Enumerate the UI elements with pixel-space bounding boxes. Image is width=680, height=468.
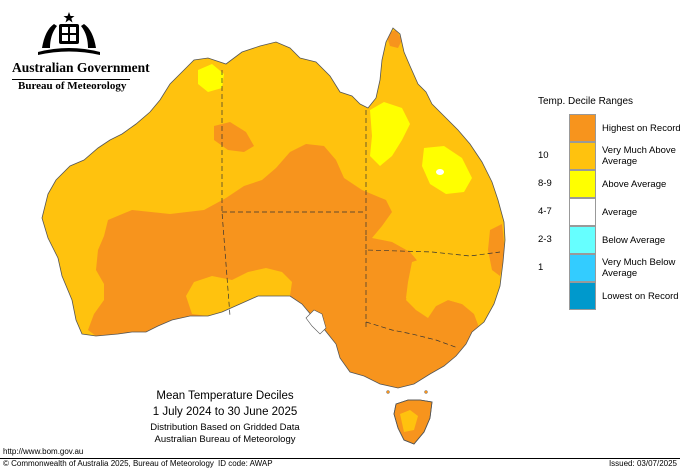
footer-url: http://www.bom.gov.au — [3, 447, 84, 456]
agency-title: Bureau of Meteorology — [18, 80, 127, 92]
tasmania-vmaa — [400, 410, 418, 432]
legend-range: 2-3 — [538, 234, 552, 245]
region-vmaa-sw — [186, 268, 292, 316]
region-average-qld — [436, 169, 444, 175]
government-title: Australian Government — [12, 60, 150, 80]
legend: Highest on Record 10 Very Much Above Ave… — [538, 114, 680, 310]
legend-swatch — [569, 226, 596, 254]
legend-range: 4-7 — [538, 206, 552, 217]
legend-swatch — [569, 142, 596, 170]
legend-item: 2-3 Below Average — [538, 226, 680, 254]
footer-divider — [0, 458, 680, 459]
legend-swatch — [569, 170, 596, 198]
legend-label: Above Average — [602, 178, 667, 190]
legend-range: 8-9 — [538, 178, 552, 189]
footer-id-code: ID code: AWAP — [218, 459, 273, 468]
spencer-gulf — [305, 309, 327, 335]
legend-label: Lowest on Record — [602, 290, 679, 302]
footer-copyright: © Commonwealth of Australia 2025, Bureau… — [3, 459, 214, 468]
tasmania-outline — [393, 399, 433, 445]
region-above-qld-east — [422, 146, 472, 194]
legend-label: Very Much Above Average — [602, 145, 676, 167]
coastline — [41, 27, 506, 389]
legend-swatch — [569, 282, 596, 310]
legend-item: 8-9 Above Average — [538, 170, 680, 198]
legend-label: Below Average — [602, 234, 666, 246]
region-highest-nsw-coast — [488, 224, 505, 276]
region-vmaa-se — [406, 256, 494, 316]
map-caption: Mean Temperature Deciles 1 July 2024 to … — [130, 390, 320, 446]
map-source: Australian Bureau of Meteorology — [154, 434, 296, 445]
legend-swatch — [569, 254, 596, 282]
legend-label: Highest on Record — [602, 122, 680, 134]
legend-label: Average — [602, 206, 638, 218]
legend-item: Lowest on Record — [538, 282, 680, 310]
region-above-topend — [198, 64, 224, 92]
border-sa-nsw-qld — [365, 236, 501, 257]
flinders-island — [424, 390, 428, 394]
footer-issued: Issued: 03/07/2025 — [608, 459, 677, 468]
region-highest-nt — [214, 122, 254, 152]
region-above-qld-north — [370, 102, 410, 166]
legend-swatch — [569, 114, 596, 142]
legend-item: 1 Very Much Below Average — [538, 254, 680, 282]
legend-swatch — [569, 198, 596, 226]
legend-item: 10 Very Much Above Average — [538, 142, 680, 170]
legend-range: 1 — [538, 262, 544, 273]
coat-of-arms-logo — [38, 12, 100, 55]
map-period: 1 July 2024 to 30 June 2025 — [152, 406, 298, 418]
legend-title: Temp. Decile Ranges — [538, 96, 634, 107]
legend-label: Very Much Below Average — [602, 257, 676, 279]
map-method: Distribution Based on Gridded Data — [150, 422, 300, 433]
state-borders — [221, 70, 501, 349]
legend-item: 4-7 Average — [538, 198, 680, 226]
legend-item: Highest on Record — [538, 114, 680, 142]
map-title: Mean Temperature Deciles — [156, 390, 294, 402]
legend-range: 10 — [538, 150, 549, 161]
king-island — [386, 390, 390, 394]
border-wa — [221, 70, 231, 317]
border-nsw-vic — [365, 321, 459, 349]
